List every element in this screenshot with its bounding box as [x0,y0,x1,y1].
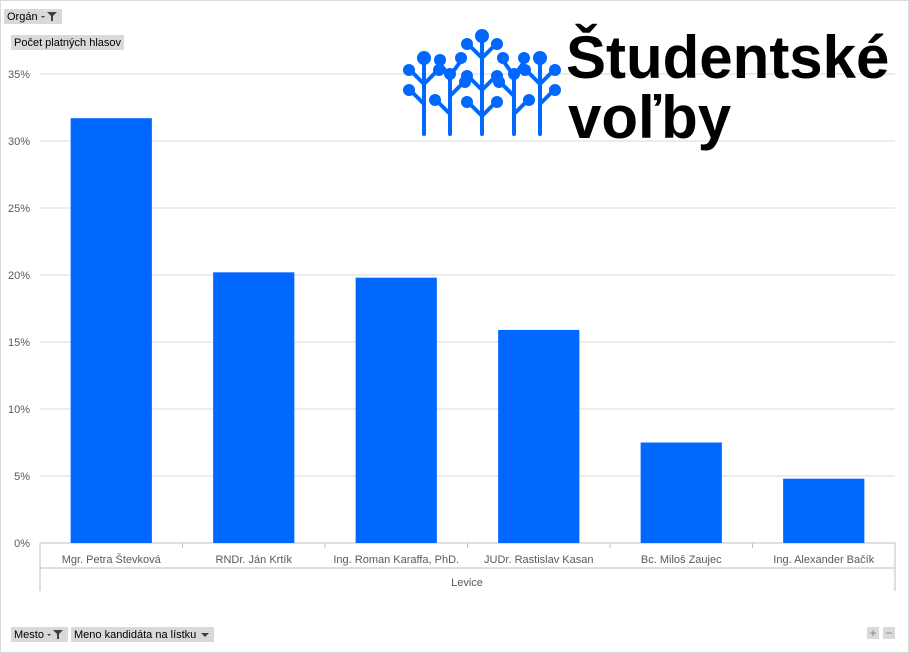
filter-dropdown-icon [46,629,65,640]
y-tick-label: 15% [8,337,30,349]
bar[interactable] [70,118,152,543]
y-tick-label: 10% [8,404,30,416]
organ-filter-button[interactable]: Orgán [4,9,62,24]
logo-title-line2: voľby [568,84,732,151]
bar[interactable] [355,277,437,543]
y-tick-label: 0% [14,538,30,550]
y-tick-label: 25% [8,203,30,215]
tree-circuit-icon: Študentské voľby [403,24,889,151]
candidate-field-label: Meno kandidáta na lístku [74,628,197,641]
x-tick-label: Ing. Roman Karaffa, PhD. [333,554,459,566]
x-tick-label: Bc. Miloš Zaujec [641,554,722,566]
x-tick-label: Ing. Alexander Bačík [773,554,874,566]
filter-dropdown-icon [40,11,59,22]
bar[interactable] [783,478,865,543]
city-filter-button[interactable]: Mesto [11,627,68,642]
x-tick-label: Mgr. Petra Števková [62,553,162,566]
zoom-out-button[interactable]: − [883,627,895,639]
y-axis-ticks: 0% 5% 10% 15% 20% 25% 30% 35% [8,69,30,550]
bar[interactable] [640,442,722,544]
y-tick-label: 5% [14,471,30,483]
x-tick-label: JUDr. Rastislav Kasan [484,554,593,566]
y-tick-label: 30% [8,136,30,148]
bars [70,118,865,544]
value-field-button[interactable]: Počet platných hlasov [11,35,125,50]
y-tick-label: 20% [8,270,30,282]
organ-filter-label: Orgán [7,10,38,23]
logo-title-line1: Študentské [566,24,889,91]
city-filter-label: Mesto [14,628,44,641]
candidate-field-button[interactable]: Meno kandidáta na lístku [71,627,215,642]
y-tick-label: 35% [8,69,30,81]
bar[interactable] [498,329,580,543]
chevron-down-icon [199,629,211,640]
bar[interactable] [213,272,295,543]
zoom-in-button[interactable]: + [867,627,879,639]
studentske-volby-logo: Študentské voľby [402,6,902,156]
x-axis-ticks: Mgr. Petra Števková RNDr. Ján Krtík Ing. R… [39,543,896,591]
x-axis-title: Levice [451,577,483,589]
value-field-label: Počet platných hlasov [14,36,122,49]
x-tick-label: RNDr. Ján Krtík [216,554,293,566]
